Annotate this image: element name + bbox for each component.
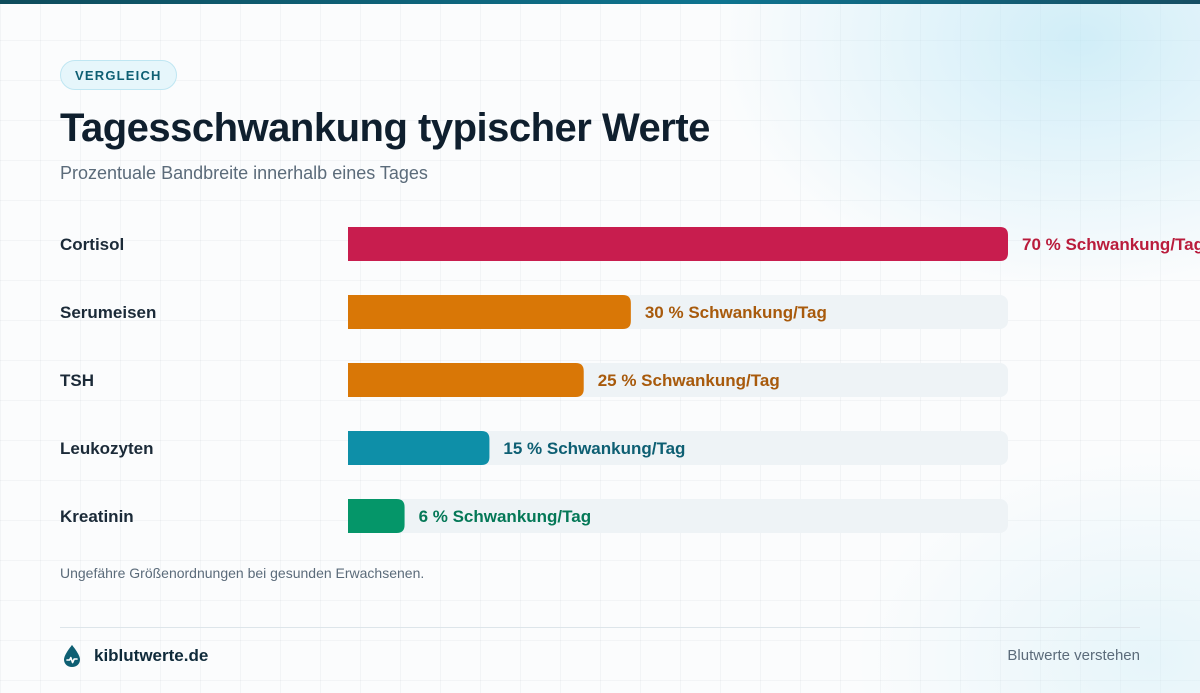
- category-label-cortisol: Cortisol: [60, 235, 124, 254]
- category-badge: VERGLEICH: [60, 60, 177, 90]
- value-label-cortisol: 70 % Schwankung/Tag: [1022, 235, 1200, 254]
- bar-track-leukozyten: [348, 431, 1008, 465]
- bar-leukozyten: [348, 431, 490, 465]
- footer-divider: [60, 627, 1140, 628]
- value-label-leukozyten: 15 % Schwankung/Tag: [503, 439, 685, 458]
- bar-tsh: [348, 363, 584, 397]
- bar-row-serumeisen: Serumeisen 30 % Schwankung/Tag: [60, 295, 1008, 329]
- bar-row-tsh: TSH 25 % Schwankung/Tag: [60, 363, 1008, 397]
- bar-row-cortisol: Cortisol 70 % Schwankung/Tag: [60, 227, 1200, 261]
- bar-serumeisen: [348, 295, 631, 329]
- brand-name: kiblutwerte.de: [94, 646, 209, 665]
- brand[interactable]: kiblutwerte.de: [62, 643, 208, 669]
- value-label-serumeisen: 30 % Schwankung/Tag: [645, 303, 827, 322]
- page-title: Tagesschwankung typischer Werte: [60, 106, 710, 150]
- value-label-kreatinin: 6 % Schwankung/Tag: [419, 507, 592, 526]
- bar-cortisol: [348, 227, 1008, 261]
- top-accent-bar: [0, 0, 1200, 4]
- category-label-serumeisen: Serumeisen: [60, 303, 156, 322]
- bar-chart: Cortisol 70 % Schwankung/Tag Serumeisen 30 …: [60, 227, 1200, 533]
- value-label-tsh: 25 % Schwankung/Tag: [598, 371, 780, 390]
- bar-kreatinin: [348, 499, 405, 533]
- chart-footnote: Ungefähre Größenordnungen bei gesunden E…: [60, 565, 425, 581]
- blood-drop-icon: [62, 644, 82, 668]
- bar-track-kreatinin: [348, 499, 1008, 533]
- bar-row-leukozyten: Leukozyten 15 % Schwankung/Tag: [60, 431, 1008, 465]
- page-subtitle: Prozentuale Bandbreite innerhalb eines T…: [60, 163, 428, 183]
- brand-tagline: Blutwerte verstehen: [1007, 647, 1140, 664]
- category-label-kreatinin: Kreatinin: [60, 507, 134, 526]
- category-label-leukozyten: Leukozyten: [60, 439, 154, 458]
- category-label-tsh: TSH: [60, 371, 94, 390]
- bar-row-kreatinin: Kreatinin 6 % Schwankung/Tag: [60, 499, 1008, 533]
